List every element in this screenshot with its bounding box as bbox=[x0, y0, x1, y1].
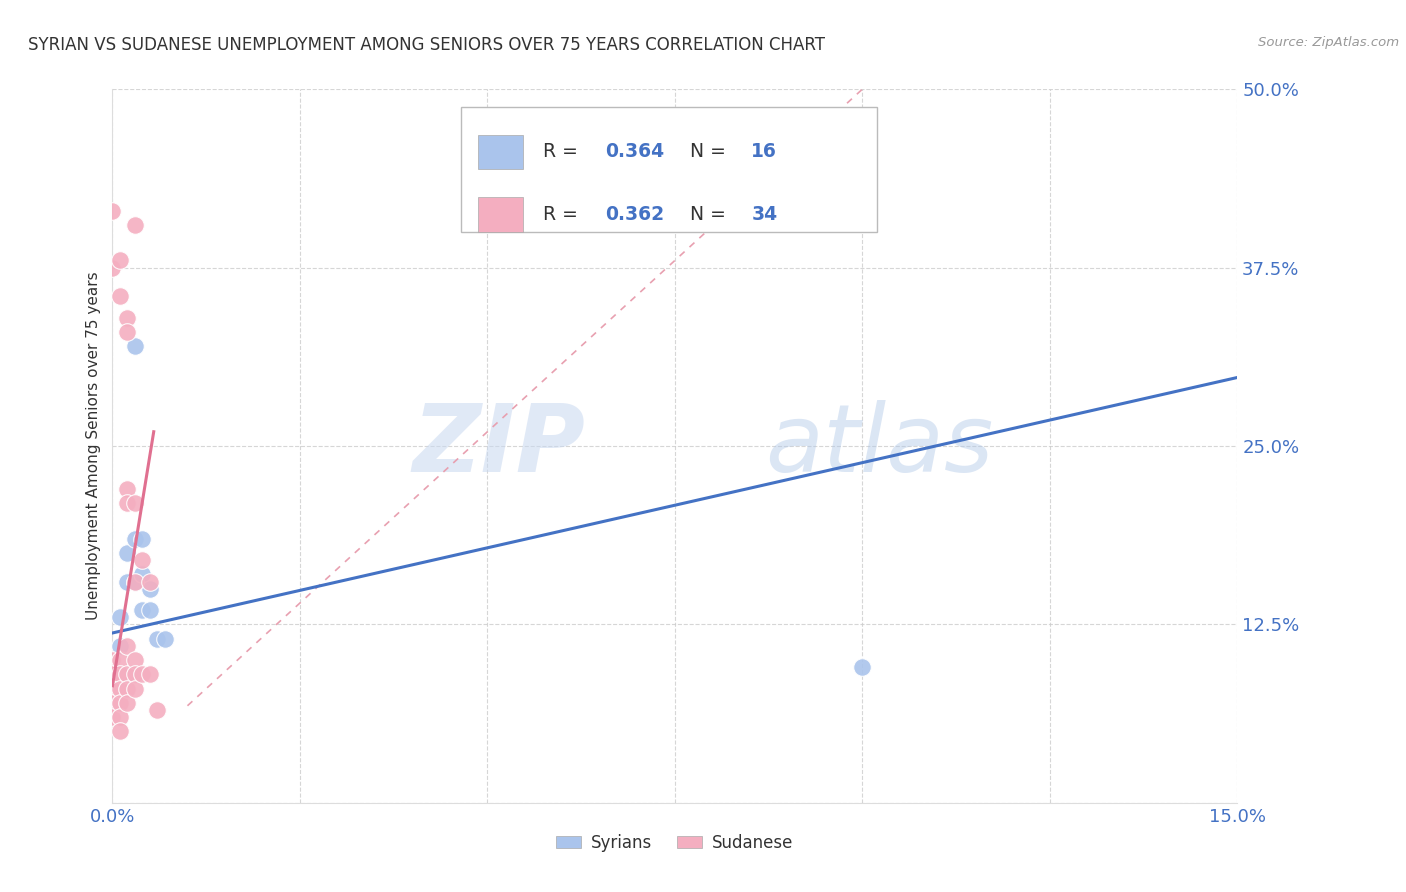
Text: 16: 16 bbox=[751, 143, 778, 161]
Legend: Syrians, Sudanese: Syrians, Sudanese bbox=[550, 828, 800, 859]
Point bbox=[108, 639, 131, 653]
Point bbox=[139, 574, 162, 589]
Point bbox=[117, 496, 139, 510]
Text: R =: R = bbox=[543, 143, 583, 161]
Point bbox=[124, 496, 146, 510]
Point bbox=[101, 203, 124, 218]
Point bbox=[108, 696, 131, 710]
Point bbox=[101, 710, 124, 724]
Point bbox=[131, 553, 153, 567]
Point bbox=[124, 667, 146, 681]
Point bbox=[117, 574, 139, 589]
Point bbox=[117, 681, 139, 696]
FancyBboxPatch shape bbox=[461, 107, 877, 232]
Point bbox=[101, 696, 124, 710]
Point bbox=[146, 703, 169, 717]
Text: atlas: atlas bbox=[765, 401, 993, 491]
Point bbox=[702, 175, 724, 189]
Text: 34: 34 bbox=[751, 205, 778, 224]
Point bbox=[139, 667, 162, 681]
Point bbox=[124, 574, 146, 589]
Point bbox=[117, 325, 139, 339]
Point bbox=[117, 639, 139, 653]
Point bbox=[146, 632, 169, 646]
Point bbox=[101, 260, 124, 275]
Y-axis label: Unemployment Among Seniors over 75 years: Unemployment Among Seniors over 75 years bbox=[86, 272, 101, 620]
Text: ZIP: ZIP bbox=[412, 400, 585, 492]
Point bbox=[108, 681, 131, 696]
Point bbox=[124, 339, 146, 353]
Point bbox=[101, 653, 124, 667]
Point bbox=[131, 667, 153, 681]
Point bbox=[108, 724, 131, 739]
Text: N =: N = bbox=[689, 143, 731, 161]
Text: N =: N = bbox=[689, 205, 731, 224]
Text: 0.362: 0.362 bbox=[605, 205, 664, 224]
Point bbox=[108, 653, 131, 667]
Point bbox=[117, 546, 139, 560]
Point bbox=[108, 289, 131, 303]
Text: 0.364: 0.364 bbox=[605, 143, 664, 161]
Point bbox=[117, 482, 139, 496]
Point bbox=[108, 667, 131, 681]
Point bbox=[101, 681, 124, 696]
Point bbox=[131, 532, 153, 546]
Point bbox=[131, 567, 153, 582]
Point bbox=[108, 253, 131, 268]
Point bbox=[108, 710, 131, 724]
Point bbox=[124, 218, 146, 232]
Point bbox=[124, 681, 146, 696]
Point bbox=[117, 667, 139, 681]
Point bbox=[108, 610, 131, 624]
Point bbox=[124, 532, 146, 546]
Point bbox=[139, 582, 162, 596]
Text: SYRIAN VS SUDANESE UNEMPLOYMENT AMONG SENIORS OVER 75 YEARS CORRELATION CHART: SYRIAN VS SUDANESE UNEMPLOYMENT AMONG SE… bbox=[28, 36, 825, 54]
Text: R =: R = bbox=[543, 205, 583, 224]
Point bbox=[851, 660, 873, 674]
Point bbox=[117, 696, 139, 710]
Point bbox=[124, 653, 146, 667]
Point bbox=[117, 310, 139, 325]
FancyBboxPatch shape bbox=[478, 197, 523, 232]
Text: Source: ZipAtlas.com: Source: ZipAtlas.com bbox=[1258, 36, 1399, 49]
Point bbox=[124, 574, 146, 589]
Point bbox=[153, 632, 176, 646]
FancyBboxPatch shape bbox=[478, 135, 523, 169]
Point bbox=[139, 603, 162, 617]
Point bbox=[101, 667, 124, 681]
Point bbox=[131, 603, 153, 617]
